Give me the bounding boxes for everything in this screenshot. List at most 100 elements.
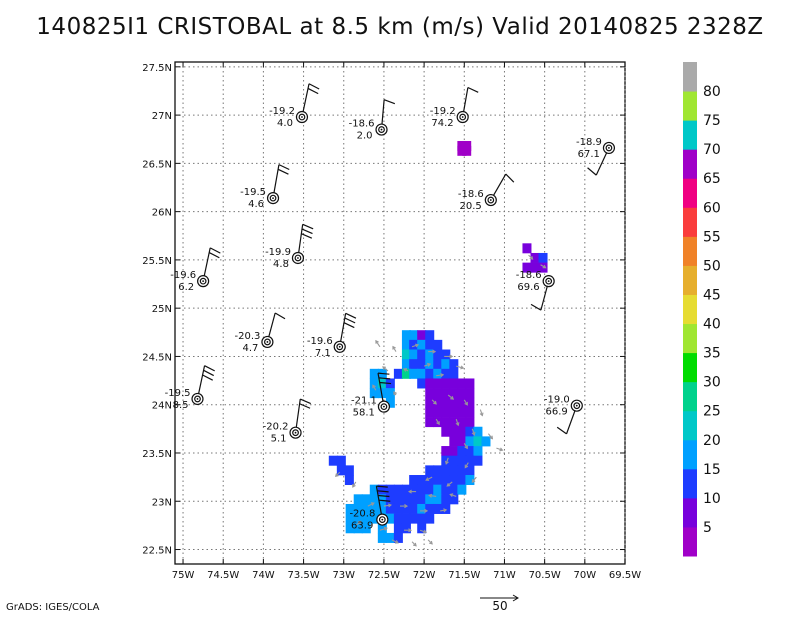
wind-cell <box>369 513 379 524</box>
station-dot <box>547 280 550 283</box>
station-circle-inner <box>487 196 495 204</box>
credit-text: GrADS: IGES/COLA <box>6 602 100 613</box>
wind-vector-head <box>408 489 412 494</box>
station-dot <box>383 405 385 408</box>
wind-barb-feather <box>378 377 391 380</box>
wind-cell <box>361 494 371 505</box>
wind-cell <box>433 388 443 399</box>
wind-barb-feather <box>307 87 319 95</box>
wind-cell <box>353 503 363 514</box>
colorbar-label: 75 <box>703 113 721 129</box>
wind-cell <box>530 252 540 263</box>
station-circle-inner <box>336 343 344 351</box>
wind-cell <box>522 243 532 254</box>
colorbar-label: 15 <box>703 462 721 478</box>
wind-vector <box>428 493 437 498</box>
wind-cell <box>457 378 467 389</box>
wind-vector-shaft <box>487 433 493 440</box>
station: -19.94.8 <box>265 223 314 270</box>
x-axis: 75W 74.5W 74W 73.5W 73W 72.5W 72W 71.5W 71W 70.5W… <box>172 62 641 581</box>
wind-cell <box>441 397 451 408</box>
station-circle-inner <box>380 403 388 411</box>
wind-barb-feather <box>379 381 392 385</box>
wind-cell <box>465 436 475 447</box>
station-temp-label: -19.9 <box>265 247 291 258</box>
wind-cell <box>353 523 363 534</box>
colorbar-swatch <box>683 62 697 92</box>
wind-cell <box>433 359 443 370</box>
wind-cell <box>401 523 411 534</box>
wind-cell <box>457 388 467 399</box>
wind-cell <box>401 330 411 341</box>
station-value-label: 67.1 <box>578 149 600 160</box>
wind-cell <box>409 484 419 495</box>
wind-vectors <box>334 254 547 547</box>
station: -20.25.1 <box>263 398 311 445</box>
wind-vector <box>428 349 437 354</box>
colorbar-swatch <box>683 468 697 499</box>
wind-vector <box>425 476 433 481</box>
wind-barb-feather <box>377 372 390 375</box>
wind-cell <box>441 494 451 505</box>
wind-cell <box>462 145 472 156</box>
wind-vector-head <box>542 264 547 269</box>
wind-cell <box>473 455 483 466</box>
wind-cell <box>449 436 459 447</box>
station-temp-label: -20.3 <box>235 331 261 342</box>
wind-vector <box>382 366 389 372</box>
station-temp-label: -19.5 <box>240 187 266 198</box>
y-tick-label: 26N <box>152 208 172 219</box>
wind-cell <box>441 503 451 514</box>
wind-cell <box>425 378 435 389</box>
station-dot <box>294 431 297 434</box>
wind-vector-head <box>432 349 437 354</box>
wind-vector-head <box>449 493 454 498</box>
wind-vector-head <box>404 504 409 509</box>
wind-cell <box>409 368 419 379</box>
station-temp-label: -21.1 <box>351 396 377 407</box>
wind-barb-feather <box>530 303 542 311</box>
station-temp-label: -18.9 <box>576 137 602 148</box>
station-circle-inner <box>294 254 302 262</box>
wind-cell <box>369 378 379 389</box>
station-dot <box>272 197 274 200</box>
station-value-label: 66.9 <box>546 407 568 418</box>
x-tick-label: 73W <box>332 570 355 581</box>
wind-vector <box>419 529 428 534</box>
station: -19.066.9 <box>544 395 583 435</box>
wind-cell <box>425 417 435 428</box>
colorbar-swatch <box>683 294 697 325</box>
wind-cell <box>345 503 355 514</box>
wind-cell <box>345 513 355 524</box>
wind-cell <box>433 349 443 360</box>
wind-vector-head <box>393 391 397 396</box>
wind-cell <box>409 339 419 350</box>
wind-vector <box>411 541 417 547</box>
wind-barb-feather <box>301 233 313 239</box>
station-temp-label: -18.6 <box>458 189 484 200</box>
wind-cell <box>425 494 435 505</box>
colorbar-label: 30 <box>703 375 721 391</box>
wind-vector-head <box>394 540 399 544</box>
colorbar-label: 45 <box>703 287 721 303</box>
wind-cell <box>441 378 451 389</box>
wind-cell <box>425 484 435 495</box>
wind-barb-feather <box>209 247 221 254</box>
wind-vector-head <box>471 431 476 436</box>
wind-vector <box>372 384 377 391</box>
station-circle-inner <box>199 277 207 285</box>
wind-vector <box>463 443 468 450</box>
wind-barb-feather <box>278 164 290 171</box>
wind-vector <box>420 508 429 513</box>
station-temp-label: -19.2 <box>430 106 456 117</box>
wind-cell <box>417 330 427 341</box>
station-temp-label: -19.6 <box>170 270 196 281</box>
wind-vector-shaft <box>436 374 444 377</box>
wind-cell <box>393 368 403 379</box>
station-circle-inner <box>573 402 581 410</box>
wind-vector-shaft <box>382 366 389 372</box>
colorbar-swatch <box>683 120 697 150</box>
wind-cell <box>425 330 435 341</box>
x-tick-label: 75W <box>172 570 195 581</box>
wind-barb-feather <box>376 485 388 488</box>
